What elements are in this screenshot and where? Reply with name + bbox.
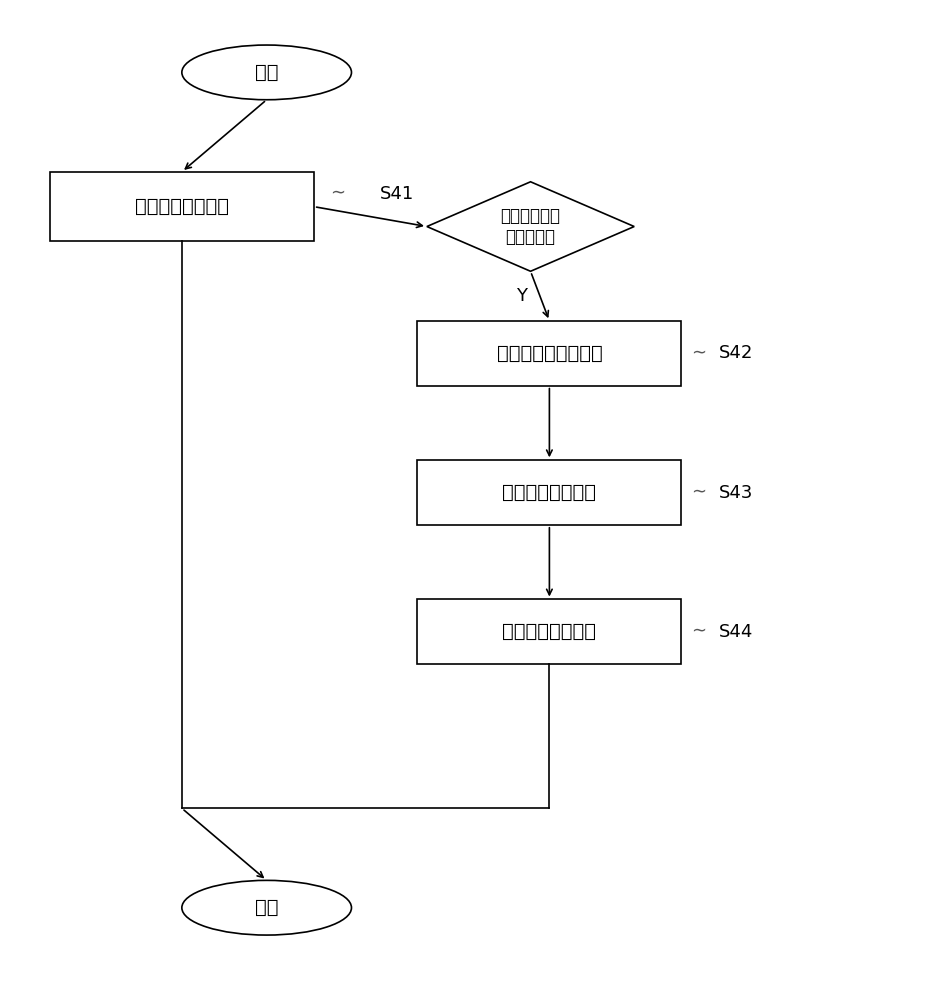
Text: 预挂挡位拨叉回空: 预挂挡位拨叉回空	[135, 197, 228, 216]
Text: 结束: 结束	[255, 898, 279, 917]
Text: Y: Y	[516, 287, 527, 305]
Text: S43: S43	[719, 484, 754, 502]
Text: ∼: ∼	[330, 185, 345, 203]
Text: 目标挡位拨叉预同步: 目标挡位拨叉预同步	[497, 344, 602, 363]
Text: S44: S44	[719, 623, 754, 641]
Text: S42: S42	[719, 344, 754, 362]
Ellipse shape	[182, 45, 352, 100]
Text: 预挂挡位拨叉
退出结合齿: 预挂挡位拨叉 退出结合齿	[501, 207, 560, 246]
Text: S41: S41	[380, 185, 414, 203]
FancyBboxPatch shape	[417, 599, 682, 664]
Text: 目标挡位拨叉同步: 目标挡位拨叉同步	[502, 483, 596, 502]
Text: ∼: ∼	[691, 484, 706, 502]
FancyBboxPatch shape	[50, 172, 314, 241]
FancyBboxPatch shape	[417, 321, 682, 386]
Text: ∼: ∼	[691, 344, 706, 362]
FancyBboxPatch shape	[417, 460, 682, 525]
Text: ∼: ∼	[691, 623, 706, 641]
Text: 目标挡位拨叉进挡: 目标挡位拨叉进挡	[502, 622, 596, 641]
Text: 开始: 开始	[255, 63, 279, 82]
Ellipse shape	[182, 880, 352, 935]
Polygon shape	[427, 182, 634, 271]
